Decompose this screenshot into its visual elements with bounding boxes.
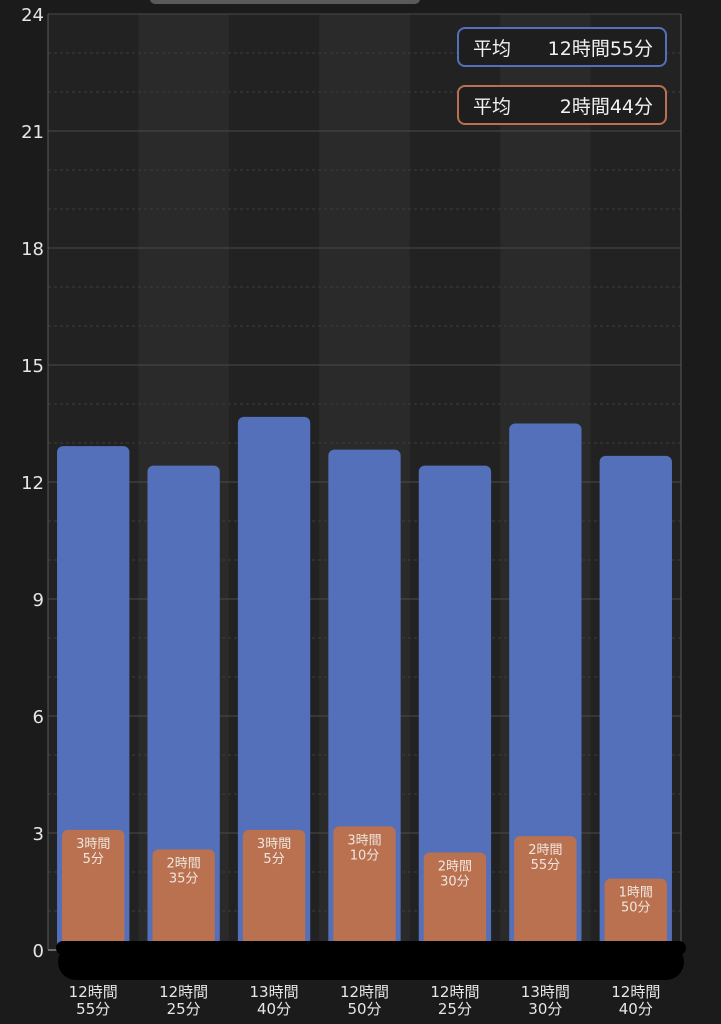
legend-value: 12時間55分 xyxy=(547,37,653,60)
y-tick-label: 18 xyxy=(21,239,44,260)
bar-total-sleep xyxy=(599,455,672,954)
y-tick-label: 12 xyxy=(21,473,44,494)
bar-deep-sleep xyxy=(514,836,577,954)
bar-deep-sleep xyxy=(62,829,125,954)
y-tick-label: 6 xyxy=(33,707,44,728)
y-tick-label: 21 xyxy=(21,122,44,143)
bar-total-sleep xyxy=(57,446,130,954)
x-tick-label: 12時間 25分 xyxy=(159,983,209,1018)
x-tick-label: 12時間 55分 xyxy=(68,983,118,1018)
bar-data-label: 3時間 10分 xyxy=(347,833,381,863)
drag-handle[interactable] xyxy=(150,0,420,4)
x-tick-label: 13時間 40分 xyxy=(249,983,299,1018)
y-tick-label: 9 xyxy=(33,590,44,611)
bar-data-label: 3時間 5分 xyxy=(76,837,110,867)
x-tick-label: 12時間 25分 xyxy=(430,983,480,1018)
legend-value: 2時間44分 xyxy=(559,95,653,118)
bar-deep-sleep xyxy=(333,826,396,954)
legend-average-deep: 平均 2時間44分 xyxy=(457,85,667,125)
bar-total-sleep xyxy=(418,465,492,954)
x-tick-label: 12時間 40分 xyxy=(611,983,661,1018)
bar-total-sleep xyxy=(147,465,220,954)
y-tick-label: 24 xyxy=(21,5,44,26)
x-tick-label: 12時間 50分 xyxy=(339,983,390,1018)
x-tick-label: 13時間 30分 xyxy=(520,983,570,1018)
legend-label: 平均 xyxy=(473,37,512,60)
legend-average-sleep: 平均 12時間55分 xyxy=(457,27,667,67)
bar-deep-sleep xyxy=(242,829,306,954)
bar-deep-sleep xyxy=(152,849,215,954)
legend-label: 平均 xyxy=(473,95,512,118)
bar-data-label: 2時間 30分 xyxy=(438,860,472,890)
y-tick-label: 3 xyxy=(33,824,44,845)
bar-data-label: 3時間 5分 xyxy=(257,837,291,867)
bar-deep-sleep xyxy=(604,878,667,954)
redaction-mark xyxy=(58,944,684,980)
bar-data-label: 2時間 55分 xyxy=(528,843,562,873)
bar-total-sleep xyxy=(237,416,311,954)
bar-deep-sleep xyxy=(423,852,487,954)
y-tick-label: 0 xyxy=(33,941,44,962)
bar-total-sleep xyxy=(509,423,582,954)
y-tick-label: 15 xyxy=(21,356,44,377)
bar-data-label: 1時間 50分 xyxy=(619,886,653,916)
bar-data-label: 2時間 35分 xyxy=(167,856,201,886)
